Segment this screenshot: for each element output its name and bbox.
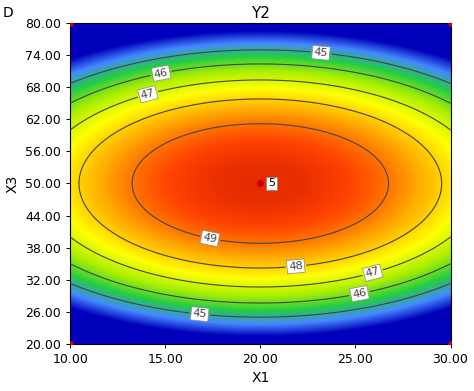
Text: 47: 47: [365, 266, 381, 280]
Text: 48: 48: [288, 261, 303, 272]
Title: Y2: Y2: [251, 5, 270, 21]
Text: 5: 5: [268, 178, 275, 188]
X-axis label: X1: X1: [251, 371, 270, 386]
Y-axis label: X3: X3: [6, 174, 19, 193]
Text: 46: 46: [153, 67, 169, 79]
Text: 49: 49: [202, 232, 218, 245]
Text: D: D: [2, 6, 13, 20]
Text: 45: 45: [192, 308, 207, 320]
Text: 45: 45: [313, 47, 328, 59]
Text: 47: 47: [140, 88, 156, 101]
Text: 46: 46: [352, 287, 367, 300]
